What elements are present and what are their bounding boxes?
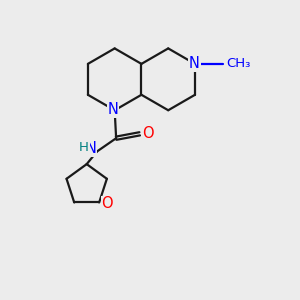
Text: O: O bbox=[102, 196, 113, 211]
Text: N: N bbox=[86, 141, 97, 156]
Text: O: O bbox=[142, 126, 154, 141]
Text: H: H bbox=[79, 141, 89, 154]
Text: N: N bbox=[108, 102, 118, 117]
Text: CH₃: CH₃ bbox=[226, 57, 250, 70]
Text: N: N bbox=[189, 56, 200, 71]
